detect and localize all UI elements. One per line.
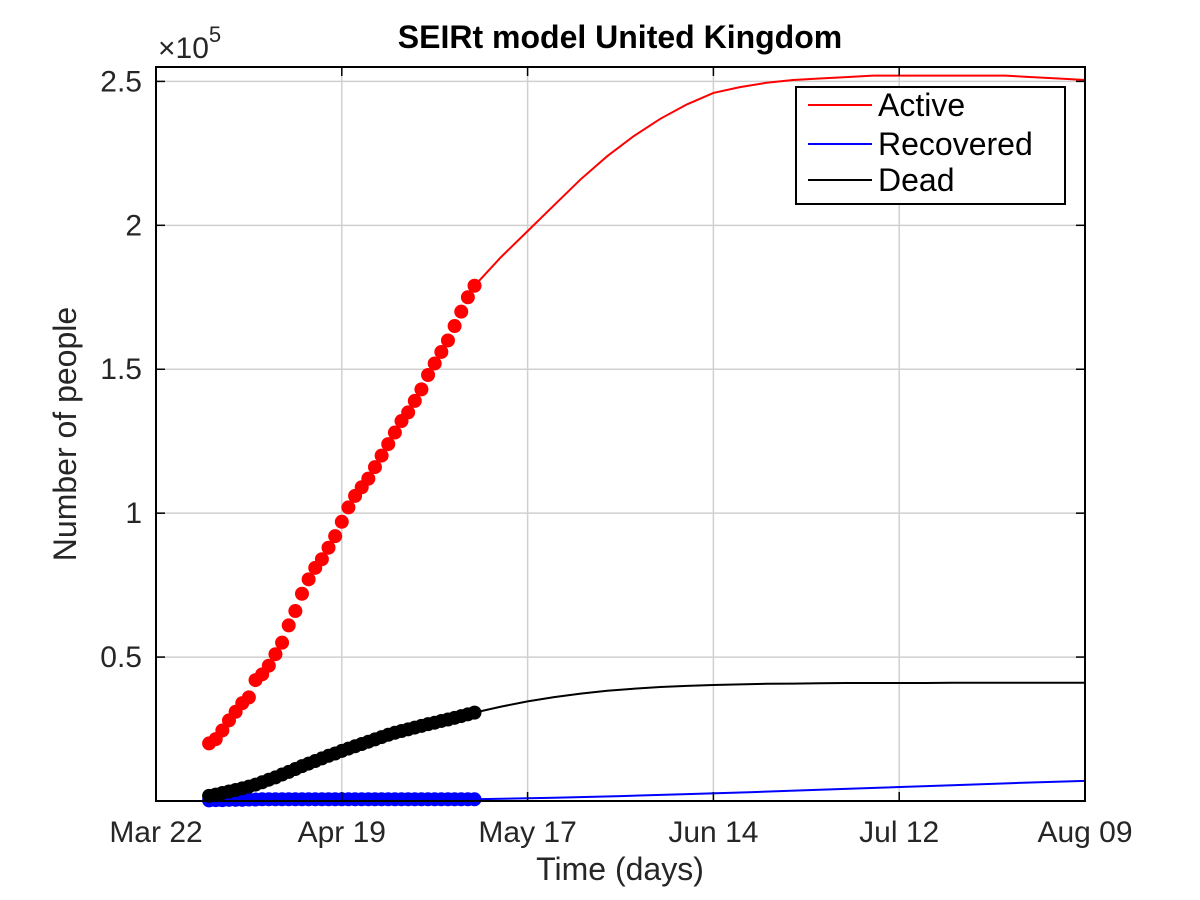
observed-point-active: [334, 514, 349, 529]
observed-point-active: [281, 618, 296, 633]
observed-point-active: [447, 319, 462, 334]
observed-point-active: [427, 356, 442, 371]
observed-point-active: [294, 586, 309, 601]
model-line-active: [473, 74, 1086, 287]
legend-box: [795, 86, 1066, 205]
observed-point-active: [301, 572, 316, 587]
observed-point-active: [421, 367, 436, 382]
y-exponent-power: 5: [209, 22, 221, 47]
observed-point-active: [440, 333, 455, 348]
y-tick-label: 2: [125, 209, 142, 242]
y-exponent-base: ×10: [158, 32, 209, 65]
model-line-dead: [474, 681, 1085, 714]
plot-frame: [155, 66, 1086, 802]
observed-point-active: [275, 635, 290, 650]
y-tick-label: 1: [125, 497, 142, 530]
observed-point-dead: [467, 705, 482, 720]
observed-point-recovered: [467, 792, 482, 807]
observed-point-active: [387, 425, 402, 440]
chart-title: SEIRt model United Kingdom: [398, 19, 842, 55]
observed-point-active: [288, 604, 303, 619]
observed-point-active: [261, 658, 276, 673]
x-tick-label: Aug 09: [1037, 816, 1132, 849]
observed-point-active: [268, 647, 283, 662]
legend-label-active: Active: [878, 87, 965, 123]
observed-point-active: [407, 393, 422, 408]
x-tick-label: Jun 14: [668, 816, 758, 849]
y-axis-label: Number of people: [47, 307, 83, 561]
y-exponent: ×105: [158, 22, 221, 65]
legend: Active Recovered Dead: [795, 86, 1066, 205]
x-tick-label: Mar 22: [109, 816, 202, 849]
observed-point-active: [381, 437, 396, 452]
x-tick-label: May 17: [478, 816, 576, 849]
observed-point-active: [241, 690, 256, 705]
observed-point-active: [467, 278, 482, 293]
observed-point-active: [361, 471, 376, 486]
legend-label-dead: Dead: [878, 162, 955, 198]
observed-point-active: [367, 460, 382, 475]
ticks: Mar 22 Apr 19 May 17 Jun 14 Jul 12 Aug 09 0.5 1…: [100, 65, 1132, 849]
y-tick-label: 0.5: [100, 641, 142, 674]
x-axis-label: Time (days): [536, 851, 704, 887]
observed-point-active: [414, 382, 429, 397]
observed-point-active: [215, 723, 230, 738]
observed-point-active: [374, 448, 389, 463]
observed-point-active: [314, 552, 329, 567]
series-layer: [202, 74, 1086, 808]
observed-point-active: [321, 540, 336, 555]
observed-point-active: [460, 290, 475, 305]
observed-point-active: [401, 405, 416, 420]
legend-label-recovered: Recovered: [878, 126, 1033, 162]
x-tick-label: Jul 12: [859, 816, 939, 849]
observed-point-active: [434, 344, 449, 359]
observed-point-active: [454, 304, 469, 319]
observed-point-active: [341, 500, 356, 515]
y-tick-label: 1.5: [100, 353, 142, 386]
x-tick-label: Apr 19: [298, 816, 386, 849]
observed-point-active: [328, 529, 343, 544]
y-tick-label: 2.5: [100, 65, 142, 98]
model-line-recovered: [474, 779, 1086, 801]
